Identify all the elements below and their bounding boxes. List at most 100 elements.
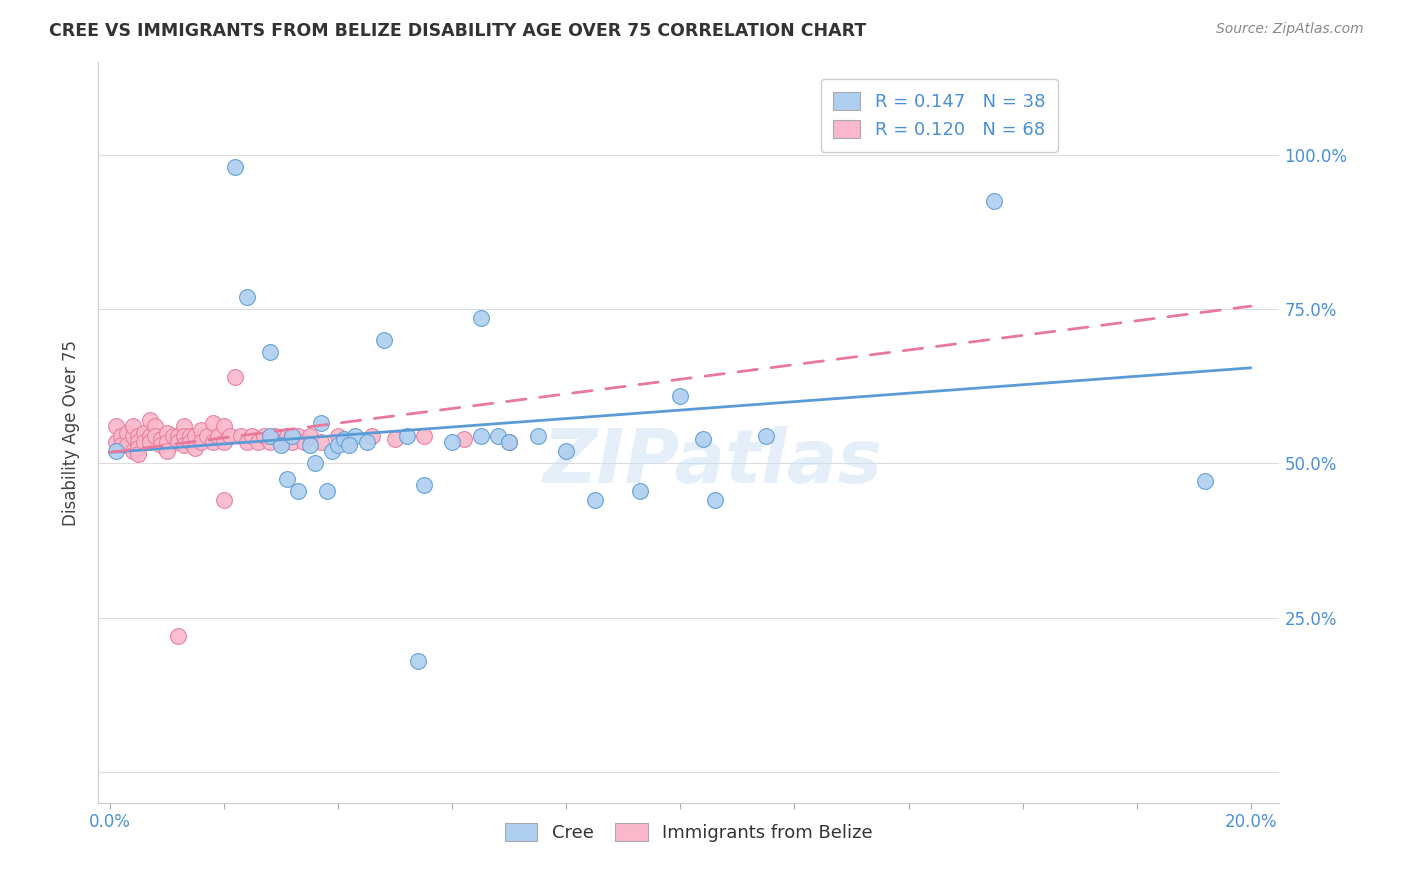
Point [156,425,179,440]
Point [156,434,179,449]
Point [150,438,173,452]
Point [139,413,162,427]
Point [339,438,361,452]
Point [406,654,429,668]
Point [412,428,434,442]
Point [110,428,132,442]
Point [173,428,195,442]
Point [132,434,155,449]
Point [298,438,321,452]
Point [242,428,264,442]
Point [395,428,418,442]
Point [201,434,224,449]
Point [281,434,304,449]
Point [1194,474,1216,488]
Point [150,432,173,446]
Text: ZIPatlas: ZIPatlas [543,425,883,499]
Point [115,425,138,440]
Point [373,333,395,347]
Text: Source: ZipAtlas.com: Source: ZipAtlas.com [1216,22,1364,37]
Point [212,434,235,449]
Point [184,428,207,442]
Point [236,290,259,304]
Point [167,428,190,442]
Point [344,428,367,442]
Legend: Cree, Immigrants from Belize: Cree, Immigrants from Belize [498,815,880,849]
Point [315,484,337,499]
Point [184,441,207,455]
Point [703,493,725,508]
Point [276,428,298,442]
Point [224,161,246,175]
Point [453,432,475,446]
Point [332,432,354,446]
Point [212,493,235,508]
Point [339,434,361,449]
Point [127,428,149,442]
Point [162,428,184,442]
Point [167,434,190,449]
Point [441,434,464,449]
Point [121,444,143,458]
Point [281,428,304,442]
Text: CREE VS IMMIGRANTS FROM BELIZE DISABILITY AGE OVER 75 CORRELATION CHART: CREE VS IMMIGRANTS FROM BELIZE DISABILIT… [49,22,866,40]
Point [669,389,692,403]
Point [132,425,155,440]
Point [104,434,127,449]
Point [326,428,349,442]
Point [470,311,492,326]
Point [356,434,378,449]
Point [139,428,162,442]
Point [259,434,281,449]
Point [470,428,492,442]
Point [583,493,606,508]
Y-axis label: Disability Age Over 75: Disability Age Over 75 [62,340,80,525]
Point [287,428,309,442]
Point [121,428,143,442]
Point [156,444,179,458]
Point [264,428,287,442]
Point [195,428,218,442]
Point [218,428,240,442]
Point [121,419,143,434]
Point [309,417,332,431]
Point [361,428,384,442]
Point [212,419,235,434]
Point [259,428,281,442]
Point [190,434,212,449]
Point [692,432,714,446]
Point [127,447,149,461]
Point [115,438,138,452]
Point [179,428,201,442]
Point [145,428,167,442]
Point [412,478,434,492]
Point [173,419,195,434]
Point [630,484,652,499]
Point [229,428,252,442]
Point [983,194,1005,209]
Point [190,423,212,437]
Point [287,484,309,499]
Point [298,428,321,442]
Point [498,434,520,449]
Point [173,438,195,452]
Point [139,434,162,449]
Point [110,438,132,452]
Point [179,434,201,449]
Point [321,444,343,458]
Point [326,438,349,452]
Point [309,434,332,449]
Point [555,444,578,458]
Point [224,370,246,384]
Point [167,629,190,643]
Point [498,434,520,449]
Point [755,428,778,442]
Point [292,434,315,449]
Point [259,345,281,359]
Point [104,444,127,458]
Point [270,434,292,449]
Point [236,434,259,449]
Point [526,428,548,442]
Point [104,419,127,434]
Point [127,441,149,455]
